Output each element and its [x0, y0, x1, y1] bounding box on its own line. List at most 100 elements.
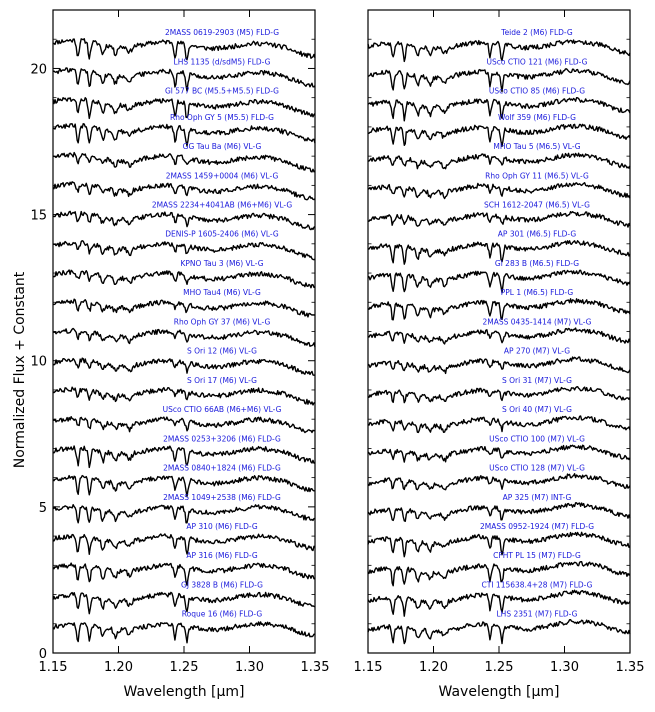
spectrum-line-left-20	[52, 621, 316, 644]
spectrum-label: CFHT PL 15 (M7) FLD-G	[493, 551, 581, 560]
y-tick-label: 20	[30, 62, 47, 77]
spectrum-label: LHS 2351 (M7) FLD-G	[497, 610, 578, 619]
spectrum-label: 2MASS 1459+0004 (M6) VL-G	[166, 171, 279, 180]
spectrum-line-left-10	[52, 327, 316, 348]
y-tick-label: 0	[39, 647, 47, 662]
spectrum-label: Gl 577 BC (M5.5+M5.5) FLD-G	[165, 87, 279, 96]
right-panel-frame	[367, 9, 631, 654]
spectrum-label: KPNO Tau 3 (M6) VL-G	[180, 259, 263, 268]
spectrum-label: USco CTIO 85 (M6) FLD-G	[489, 87, 585, 96]
spectrum-label: MHO Tau 5 (M6.5) VL-G	[493, 142, 580, 151]
spectrum-label: AP 270 (M7) VL-G	[504, 347, 570, 356]
spectrum-label: GJ 3828 B (M6) FLD-G	[181, 580, 263, 589]
spectrum-line-left-3	[52, 123, 316, 147]
spectrum-line-left-17	[52, 533, 316, 555]
spectrum-label: LHS 1135 (d/sdM5) FLD-G	[174, 57, 271, 66]
spectrum-label: USco CTIO 121 (M6) FLD-G	[487, 57, 588, 66]
spectrum-line-right-17	[367, 531, 631, 558]
spectrum-line-right-7	[367, 240, 631, 265]
spectrum-line-right-14	[367, 444, 631, 463]
spectrum-line-left-12	[52, 386, 316, 406]
spectrum-label: CTI 115638.4+28 (M7) FLD-G	[482, 580, 593, 589]
x-tick-label: 1.30	[550, 660, 579, 675]
y-tick-label: 5	[39, 501, 47, 516]
x-tick-label: 1.35	[616, 660, 645, 675]
x-tick-label: 1.20	[419, 660, 448, 675]
spectrum-label: 2MASS 0435-1414 (M7) VL-G	[483, 317, 592, 326]
spectrum-label: 2MASS 0253+3206 (M6) FLD-G	[163, 434, 281, 443]
spectrum-line-right-8	[367, 269, 631, 294]
spectrum-label: Rho Oph GY 37 (M6) VL-G	[174, 317, 271, 326]
spectrum-label: AP 325 (M7) INT-G	[503, 493, 572, 502]
x-tick-label: 1.15	[39, 660, 68, 675]
spectrum-line-left-7	[52, 240, 316, 261]
spectrum-line-right-2	[367, 96, 631, 122]
spectrum-line-right-5	[367, 182, 631, 200]
spectrum-label: 2MASS 2234+4041AB (M6+M6) VL-G	[152, 201, 293, 210]
spectrum-line-left-1	[52, 67, 316, 92]
spectrum-label: S Ori 31 (M7) VL-G	[502, 376, 572, 385]
x-tick-label: 1.20	[104, 660, 133, 675]
x-tick-label: 1.15	[354, 660, 383, 675]
spectrum-line-right-13	[367, 415, 631, 434]
spectrum-line-right-18	[367, 560, 631, 587]
spectrum-line-right-0	[367, 39, 631, 63]
spectrum-line-left-18	[52, 562, 316, 586]
spectrum-label: Rho Oph GY 5 (M5.5) FLD-G	[170, 113, 274, 122]
spectrum-line-right-1	[367, 68, 631, 93]
spectrum-line-right-3	[367, 123, 631, 148]
left-panel: 2MASS 0619-2903 (M5) FLD-G LHS 1135 (d/sd…	[30, 9, 330, 700]
spectrum-line-right-4	[367, 152, 631, 170]
spectrum-line-left-14	[52, 445, 316, 469]
spectrum-label: USco CTIO 100 (M7) VL-G	[489, 434, 585, 443]
spectrum-label: 2MASS 0840+1824 (M6) FLD-G	[163, 464, 281, 473]
spectrum-line-left-6	[52, 210, 316, 231]
spectrum-label: 2MASS 0952-1924 (M7) FLD-G	[480, 522, 594, 531]
spectrum-label: Roque 16 (M6) FLD-G	[182, 610, 263, 619]
x-tick-label: 1.35	[301, 660, 330, 675]
spectrum-label: S Ori 12 (M6) VL-G	[187, 347, 257, 356]
spectrum-line-left-19	[52, 591, 316, 615]
spectrum-line-left-11	[52, 357, 316, 376]
right-x-axis-label: Wavelength [μm]	[439, 684, 560, 700]
spectrum-label: MHO Tau4 (M6) VL-G	[183, 288, 261, 297]
spectrum-label: AP 310 (M6) FLD-G	[186, 522, 257, 531]
spectrum-label: Gl 283 B (M6.5) FLD-G	[495, 259, 579, 268]
spectrum-line-left-4	[52, 151, 316, 173]
y-tick-label: 10	[30, 355, 47, 370]
spectrum-line-left-15	[52, 474, 316, 498]
y-tick-label: 15	[30, 209, 47, 224]
left-panel-frame	[52, 9, 316, 654]
spectrum-line-right-9	[367, 298, 631, 321]
spectrum-label: PPL 1 (M6.5) FLD-G	[501, 288, 574, 297]
spectrum-line-right-6	[367, 210, 631, 228]
spectrum-label: 2MASS 1049+2538 (M6) FLD-G	[163, 493, 281, 502]
right-panel: Teide 2 (M6) FLD-G USco CTIO 121 (M6) FLD…	[354, 9, 645, 700]
spectrum-label: USco CTIO 128 (M7) VL-G	[489, 464, 585, 473]
y-axis-label: Normalized Flux + Constant	[12, 271, 28, 468]
spectrum-label: USco CTIO 66AB (M6+M6) VL-G	[163, 405, 282, 414]
spectrum-line-right-10	[367, 327, 631, 345]
spectrum-label: AP 301 (M6.5) FLD-G	[498, 230, 577, 239]
spectrum-line-left-5	[52, 181, 316, 201]
spectrum-line-right-20	[367, 618, 631, 645]
spectrum-line-left-16	[52, 504, 316, 524]
spectrum-label: SCH 1612-2047 (M6.5) VL-G	[484, 201, 590, 210]
x-tick-label: 1.30	[235, 660, 264, 675]
spectrum-line-right-11	[367, 356, 631, 375]
spectrum-line-right-16	[367, 502, 631, 522]
spectrum-label: S Ori 40 (M7) VL-G	[502, 405, 572, 414]
x-tick-label: 1.25	[485, 660, 514, 675]
spectrum-line-left-2	[52, 97, 316, 120]
spectrum-line-left-9	[52, 298, 316, 318]
spectrum-label: Rho Oph GY 11 (M6.5) VL-G	[485, 171, 589, 180]
spectrum-line-right-15	[367, 473, 631, 491]
left-x-axis-label: Wavelength [μm]	[124, 684, 245, 700]
spectrum-label: Teide 2 (M6) FLD-G	[500, 28, 573, 37]
spectrum-label: S Ori 17 (M6) VL-G	[187, 376, 257, 385]
spectrum-label: DENIS-P 1605-2406 (M6) VL-G	[165, 230, 279, 239]
spectrum-label: Wolf 359 (M6) FLD-G	[498, 113, 576, 122]
spectrum-line-left-13	[52, 416, 316, 434]
x-tick-label: 1.25	[170, 660, 199, 675]
